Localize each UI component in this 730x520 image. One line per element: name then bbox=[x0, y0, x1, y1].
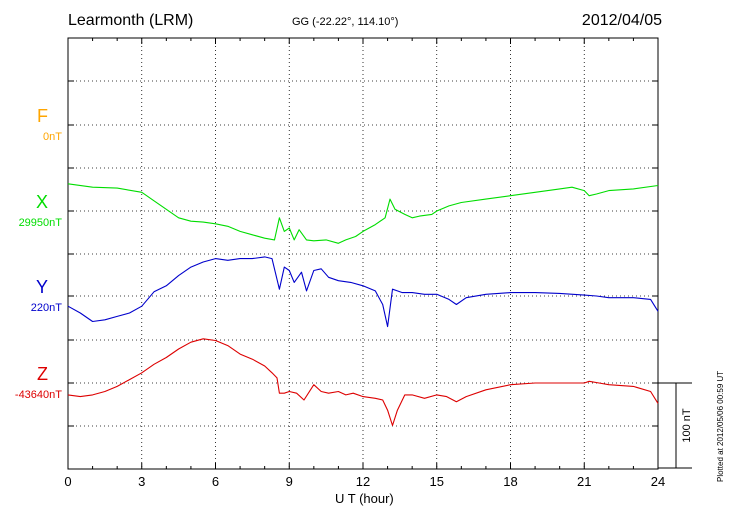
x-tick-label: 24 bbox=[651, 474, 665, 489]
x-tick-label: 18 bbox=[503, 474, 517, 489]
x-tick-label: 3 bbox=[138, 474, 145, 489]
series-line-z bbox=[67, 338, 659, 427]
series-baseline-x: 29950nT bbox=[19, 217, 63, 229]
series-baseline-z: -43640nT bbox=[15, 389, 62, 401]
x-tick-label: 0 bbox=[64, 474, 71, 489]
series-label-y: Y bbox=[36, 277, 48, 297]
x-tick-label: 12 bbox=[356, 474, 370, 489]
plotted-timestamp: Plotted at 2012/05/06 00:59 UT bbox=[716, 370, 725, 482]
series-label-x: X bbox=[36, 192, 48, 212]
series-line-x bbox=[67, 183, 659, 244]
series-line-y bbox=[67, 256, 659, 328]
station-title: Learmonth (LRM) bbox=[68, 12, 194, 29]
series-baseline-y: 220nT bbox=[31, 302, 62, 314]
coordinate-label: GG (-22.22°, 114.10°) bbox=[292, 16, 399, 28]
series-label-f: F bbox=[37, 106, 48, 126]
x-tick-label: 21 bbox=[577, 474, 591, 489]
series-label-z: Z bbox=[37, 364, 48, 384]
date-label: 2012/04/05 bbox=[581, 12, 662, 29]
x-axis-label: U T (hour) bbox=[335, 491, 394, 506]
scale-bar-label: 100 nT bbox=[681, 408, 693, 443]
x-tick-label: 15 bbox=[430, 474, 444, 489]
series-baseline-f: 0nT bbox=[43, 131, 62, 143]
x-tick-label: 9 bbox=[286, 474, 293, 489]
x-tick-label: 6 bbox=[212, 474, 219, 489]
